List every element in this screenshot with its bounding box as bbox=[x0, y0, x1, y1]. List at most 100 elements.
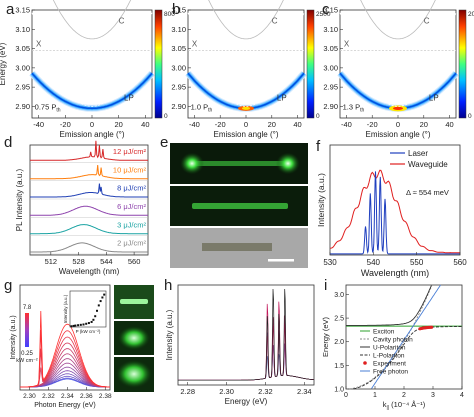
x-tick-label: 4 bbox=[460, 392, 464, 399]
inset-point bbox=[87, 322, 90, 325]
x-tick-label: 2.32 bbox=[42, 393, 55, 400]
heatmap-panel-a: C X LP 0.75 Pth -40 -20 0 20 40 2.90 2.95 3.00 3.05 3… bbox=[0, 0, 175, 139]
power-colorbar bbox=[25, 313, 29, 347]
upper-dispersion bbox=[52, 0, 132, 40]
label-C: C bbox=[119, 17, 125, 26]
x-axis-label: Wavelength (nm) bbox=[361, 268, 429, 278]
micrograph-1-rod bbox=[120, 299, 148, 304]
label-LP: LP bbox=[277, 94, 287, 103]
label-X: X bbox=[36, 40, 42, 49]
spectrum-line bbox=[20, 310, 110, 388]
inset-point bbox=[99, 300, 102, 303]
inset-point bbox=[85, 322, 88, 325]
waveguide-line bbox=[329, 169, 460, 254]
legend-label-laser: Laser bbox=[408, 149, 428, 158]
x-tick-label: 40 bbox=[293, 120, 301, 129]
y-tick-label: 2.5 bbox=[334, 316, 344, 323]
panel-label-i: i bbox=[324, 277, 327, 294]
y-tick-label: 3.15 bbox=[15, 6, 30, 15]
heatmap-panel-b: C X LP 1.0 Pth -40 -20 0 20 40 2.90 2.95 3.00 3.05 3.… bbox=[171, 0, 331, 139]
heatmap-panel-c: C X LP 1.3 Pth -40 -20 0 20 40 2.90 2.95 3.00 3.05 3.… bbox=[323, 0, 474, 139]
y-axis-label: Energy (eV) bbox=[321, 316, 330, 357]
x-tick-label: 20 bbox=[420, 120, 428, 129]
scale-bar bbox=[268, 259, 294, 262]
label-LP: LP bbox=[124, 94, 134, 103]
legend-swatch bbox=[363, 361, 367, 365]
inset-point bbox=[82, 323, 85, 326]
colorbar-min: 0 bbox=[164, 113, 168, 120]
spectra-panel-h: 2.28 2.30 2.32 2.34 Energy (eV) Intensity (a.… bbox=[165, 284, 315, 406]
y-tick-label: 2.95 bbox=[15, 83, 30, 92]
panel-label-d: d bbox=[4, 134, 12, 151]
spectrum-line bbox=[178, 288, 314, 381]
x-tick-label: 2.38 bbox=[99, 393, 112, 400]
x-tick-label: 544 bbox=[100, 257, 113, 266]
label-LP: LP bbox=[429, 94, 439, 103]
y-tick-label: 1.0 bbox=[334, 387, 344, 394]
inset-point bbox=[79, 323, 82, 326]
cavity-photon-line bbox=[346, 285, 433, 390]
x-axis-label: Emission angle (°) bbox=[60, 130, 125, 139]
inset-x-label: P (kW cm⁻²) bbox=[76, 329, 101, 334]
legend-label: U-Polariton bbox=[373, 345, 406, 352]
y-tick-label: 2.90 bbox=[323, 102, 338, 111]
x-axis-label: Energy (eV) bbox=[225, 397, 268, 406]
spectrum-line bbox=[30, 205, 148, 216]
x-tick-label: 20 bbox=[114, 120, 122, 129]
legend-label: Cavity photon bbox=[373, 337, 413, 344]
upper-dispersion bbox=[360, 0, 436, 40]
x-tick-label: -20 bbox=[367, 120, 378, 129]
legend-label: Free photon bbox=[373, 369, 408, 376]
y-tick-label: 2.95 bbox=[323, 83, 338, 92]
y-tick-label: 2.95 bbox=[171, 83, 186, 92]
label-X: X bbox=[192, 40, 198, 49]
inset-point bbox=[101, 296, 104, 299]
series-label: 10 μJ/cm² bbox=[113, 165, 147, 174]
lower-polariton-line bbox=[353, 326, 462, 390]
y-tick-label: 3.10 bbox=[323, 25, 338, 34]
laser-line bbox=[330, 171, 460, 255]
panel-label-g: g bbox=[4, 277, 12, 294]
condensate-core bbox=[393, 106, 403, 110]
y-tick-label: 3.10 bbox=[15, 25, 30, 34]
series-label: 2 μJ/cm² bbox=[117, 239, 146, 248]
x-tick-label: 2.36 bbox=[80, 393, 93, 400]
power-label: 1.0 Pth bbox=[191, 103, 213, 114]
micrograph-2-glow bbox=[118, 326, 150, 350]
y-tick-label: 3.0 bbox=[334, 292, 344, 299]
micrograph-3-glow bbox=[116, 360, 152, 388]
x-tick-label: 40 bbox=[445, 120, 453, 129]
y-axis-label: Intensity (a.u.) bbox=[165, 309, 174, 360]
end-spot-left bbox=[180, 152, 204, 175]
lp-emission-band bbox=[31, 72, 153, 110]
x-tick-label: 528 bbox=[72, 257, 85, 266]
inset-point bbox=[74, 324, 77, 327]
y-tick-label: 3.05 bbox=[15, 44, 30, 53]
upper-dispersion bbox=[208, 0, 284, 40]
colorbar-max: 20000 bbox=[468, 11, 474, 18]
legend-label: Experiment bbox=[373, 361, 406, 368]
plot-frame bbox=[177, 284, 315, 386]
x-axis-label: Emission angle (°) bbox=[366, 130, 431, 139]
plot-frame bbox=[345, 284, 463, 390]
x-tick-label: -20 bbox=[215, 120, 226, 129]
power-unit-label: kW cm⁻² bbox=[16, 358, 38, 364]
end-spot-right bbox=[276, 152, 300, 175]
inset-point bbox=[90, 320, 93, 323]
x-tick-label: -20 bbox=[60, 120, 71, 129]
x-tick-label: -40 bbox=[33, 120, 44, 129]
power-min-label: 0.25 bbox=[21, 351, 33, 357]
x-tick-label: 2.32 bbox=[258, 387, 273, 396]
x-axis-label: Emission angle (°) bbox=[214, 130, 279, 139]
x-tick-label: 3 bbox=[431, 392, 435, 399]
panel-label-e: e bbox=[160, 134, 168, 151]
power-max-label: 7.8 bbox=[23, 305, 32, 311]
spectrum-line bbox=[30, 140, 148, 161]
y-axis-label: PL Intensity (a.u.) bbox=[15, 168, 24, 231]
panel-label-a: a bbox=[6, 1, 15, 18]
x-axis-label: Photon Energy (eV) bbox=[34, 402, 95, 409]
panel-label-h: h bbox=[164, 277, 172, 294]
y-tick-label: 3.15 bbox=[323, 6, 338, 15]
y-tick-label: 3.05 bbox=[171, 44, 186, 53]
